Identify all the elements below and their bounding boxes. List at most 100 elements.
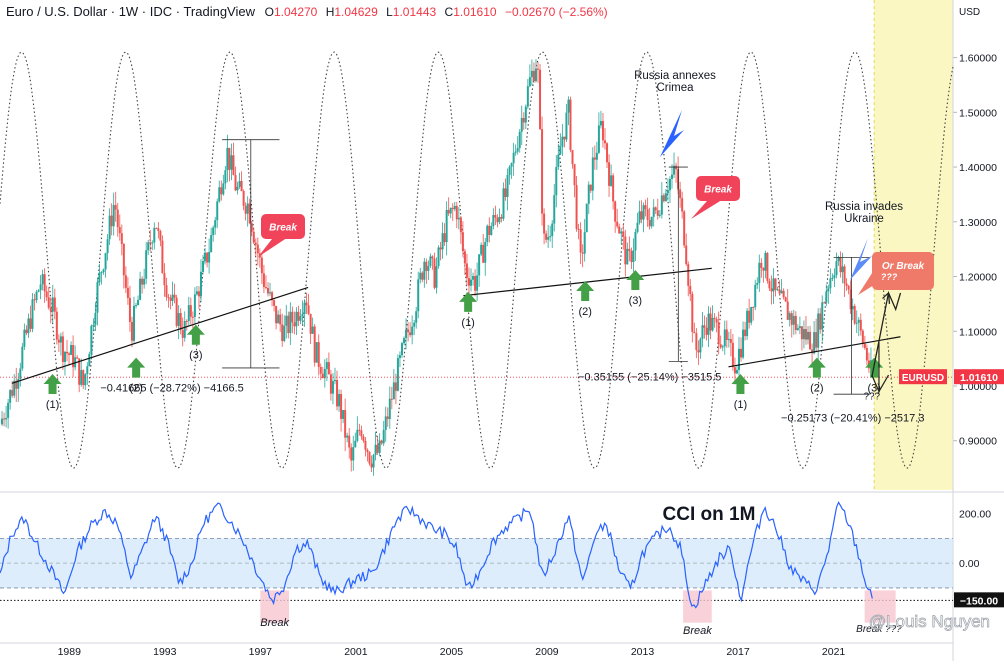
candle-body <box>236 186 239 191</box>
candle <box>721 344 724 352</box>
blue-arrow-icon <box>660 110 684 157</box>
cci-tick-label: 200.00 <box>959 509 991 521</box>
candle <box>199 259 202 303</box>
candle-body <box>423 261 426 280</box>
candle <box>287 311 290 339</box>
candle-body <box>622 231 625 237</box>
candle-body <box>571 150 574 165</box>
wave-point-label: (2) <box>810 383 823 395</box>
candle <box>118 214 121 241</box>
candle-body <box>271 292 274 301</box>
projection-path <box>871 290 902 378</box>
candle-body <box>553 195 556 224</box>
candle-body <box>226 147 229 171</box>
candle <box>813 321 816 355</box>
candle <box>569 96 572 153</box>
candle <box>372 453 375 476</box>
candle <box>269 282 272 297</box>
wave-point-marker: (3) <box>626 270 645 307</box>
candle-body <box>21 346 24 369</box>
candle-body <box>338 394 341 407</box>
symbol-title[interactable]: Euro / U.S. Dollar · 1W · IDC · TradingV… <box>6 4 255 19</box>
candle <box>218 180 221 203</box>
symbol-tag-label: EURUSD <box>902 373 944 384</box>
candle-body <box>539 69 542 130</box>
candle <box>68 351 71 366</box>
candle <box>612 173 615 210</box>
candle <box>94 302 97 332</box>
candle-body <box>798 326 801 329</box>
candle <box>236 181 239 195</box>
candle-body <box>484 241 487 263</box>
candle-body <box>289 311 292 334</box>
candle-body <box>764 252 767 271</box>
candle-body <box>583 232 586 254</box>
candle-body <box>780 290 783 294</box>
candle <box>737 336 740 376</box>
candle-body <box>317 342 320 367</box>
candle <box>208 238 211 274</box>
candle-body <box>472 276 475 280</box>
question-marks-label: ??? <box>863 392 880 403</box>
candle <box>137 295 140 306</box>
candle-body <box>636 222 639 232</box>
candle <box>90 324 93 360</box>
close-label: C <box>444 5 454 19</box>
candle-body <box>128 297 131 322</box>
candle <box>252 227 255 245</box>
candle <box>139 271 142 301</box>
candle <box>78 358 81 393</box>
candle-body <box>427 265 430 271</box>
candle <box>502 182 505 222</box>
candle-body <box>175 297 178 326</box>
candle <box>855 310 858 334</box>
candle <box>427 260 430 280</box>
candle <box>301 300 304 325</box>
candle <box>476 262 479 301</box>
candle-body <box>273 300 276 306</box>
candle <box>311 317 314 334</box>
candle <box>484 237 487 276</box>
candle <box>204 247 207 265</box>
candle <box>47 287 50 310</box>
candle-body <box>222 183 225 195</box>
candle-body <box>774 278 777 290</box>
candle-body <box>839 257 842 273</box>
candle <box>27 313 30 338</box>
candle <box>33 293 36 311</box>
candle <box>482 234 485 264</box>
candle-body <box>390 398 393 400</box>
candle <box>331 373 334 405</box>
candle <box>224 166 227 190</box>
candle <box>664 188 667 202</box>
candle <box>45 285 48 301</box>
cci-tick-label: 0.00 <box>959 558 980 570</box>
candle-body <box>342 409 345 419</box>
cci-break-label: Break ??? <box>856 624 902 635</box>
price-tag-box <box>954 369 1004 385</box>
break-callout-2-box <box>696 176 740 201</box>
candle <box>461 221 464 257</box>
candle-body <box>727 339 730 341</box>
candle <box>644 199 647 217</box>
candle-body <box>173 294 176 298</box>
candle-body <box>474 276 477 291</box>
candle-body <box>313 326 316 363</box>
candle <box>228 147 231 182</box>
candle <box>634 228 637 261</box>
candle <box>157 222 160 239</box>
candle-body <box>439 247 442 250</box>
candle <box>490 222 493 236</box>
candle-body <box>451 207 454 210</box>
candle-body <box>492 214 495 227</box>
candle <box>707 306 710 348</box>
candle <box>514 144 517 156</box>
candle <box>774 278 777 297</box>
candle-body <box>352 447 355 461</box>
candle-body <box>348 435 351 448</box>
candle <box>573 163 576 198</box>
candle <box>451 203 454 221</box>
candle <box>409 322 412 338</box>
